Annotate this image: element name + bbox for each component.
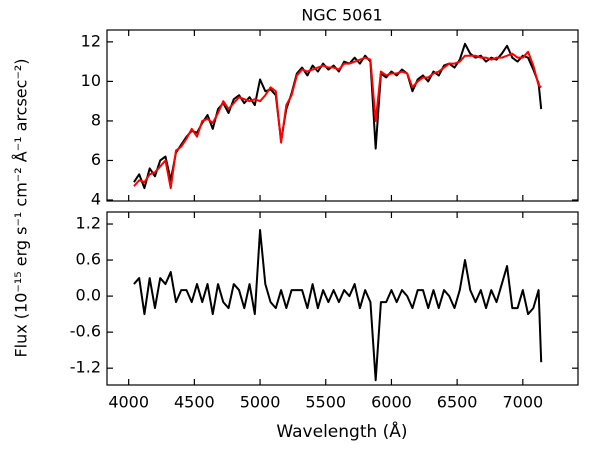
plot-frame bbox=[106, 211, 579, 386]
y-tick-label: -0.6 bbox=[70, 322, 101, 341]
y-tick-label: 0.6 bbox=[76, 250, 101, 269]
y-tick-label: 10 bbox=[81, 71, 101, 90]
y-axis-label: Flux (10⁻¹⁵ erg s⁻¹ cm⁻² Å⁻¹ arcsec⁻²) bbox=[12, 58, 31, 357]
x-tick-label: 5000 bbox=[240, 393, 281, 412]
spectrum-line bbox=[133, 50, 542, 190]
x-tick-label: 4500 bbox=[174, 393, 215, 412]
x-tick-label: 5500 bbox=[305, 393, 346, 412]
y-tick-label: 0.0 bbox=[76, 286, 101, 305]
spectrum-line bbox=[133, 42, 543, 190]
x-tick-label: 4000 bbox=[108, 393, 149, 412]
y-tick-label: -1.2 bbox=[70, 358, 101, 377]
x-tick-label: 7000 bbox=[502, 393, 543, 412]
y-tick-label: 4 bbox=[91, 190, 101, 209]
y-tick-label: 6 bbox=[91, 150, 101, 169]
y-tick-label: 8 bbox=[91, 110, 101, 129]
spectrum-line bbox=[133, 229, 543, 382]
x-tick-label: 6500 bbox=[437, 393, 478, 412]
y-tick-label: 12 bbox=[81, 31, 101, 50]
x-tick-label: 6000 bbox=[371, 393, 412, 412]
plot-frame bbox=[106, 29, 579, 202]
x-axis-label: Wavelength (Å) bbox=[276, 420, 407, 442]
y-tick-label: 1.2 bbox=[76, 214, 101, 233]
chart-title: NGC 5061 bbox=[301, 6, 382, 25]
